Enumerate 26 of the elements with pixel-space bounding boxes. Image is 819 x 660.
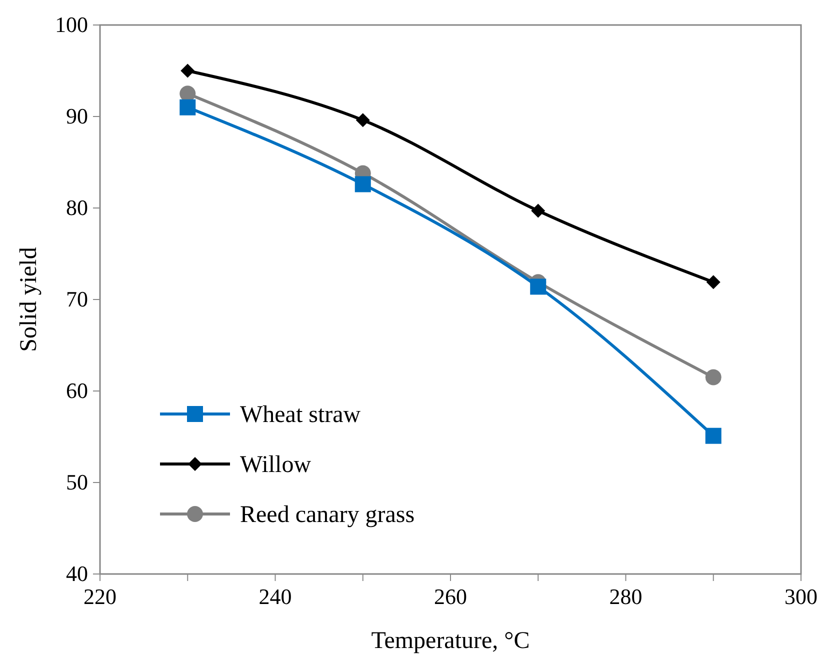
y-tick-label: 40 <box>66 561 88 586</box>
point <box>705 369 722 386</box>
y-tick-label: 60 <box>66 378 88 403</box>
x-tick-label: 300 <box>784 584 818 609</box>
y-axis-title: Solid yield <box>16 247 42 352</box>
point <box>180 64 195 78</box>
y-tick-label: 90 <box>66 104 88 128</box>
point <box>706 275 720 290</box>
point <box>354 176 371 192</box>
point <box>705 428 722 444</box>
point <box>180 99 196 116</box>
point <box>531 204 546 218</box>
legend-label: Reed canary grass <box>240 502 415 528</box>
x-tick-label: 240 <box>258 584 292 609</box>
x-tick-label: 220 <box>84 584 116 609</box>
legend-label: Wheat straw <box>240 402 362 428</box>
point <box>356 113 370 128</box>
legend-label: Willow <box>240 452 312 478</box>
y-tick-label: 100 <box>55 12 88 37</box>
y-tick-label: 70 <box>66 286 88 312</box>
y-tick-label: 50 <box>66 470 88 494</box>
x-tick-label: 260 <box>434 584 467 609</box>
x-tick-label: 280 <box>609 584 642 609</box>
y-tick-label: 80 <box>66 195 88 220</box>
point <box>530 278 546 295</box>
x-axis-title: Temperature, °C <box>371 628 530 654</box>
